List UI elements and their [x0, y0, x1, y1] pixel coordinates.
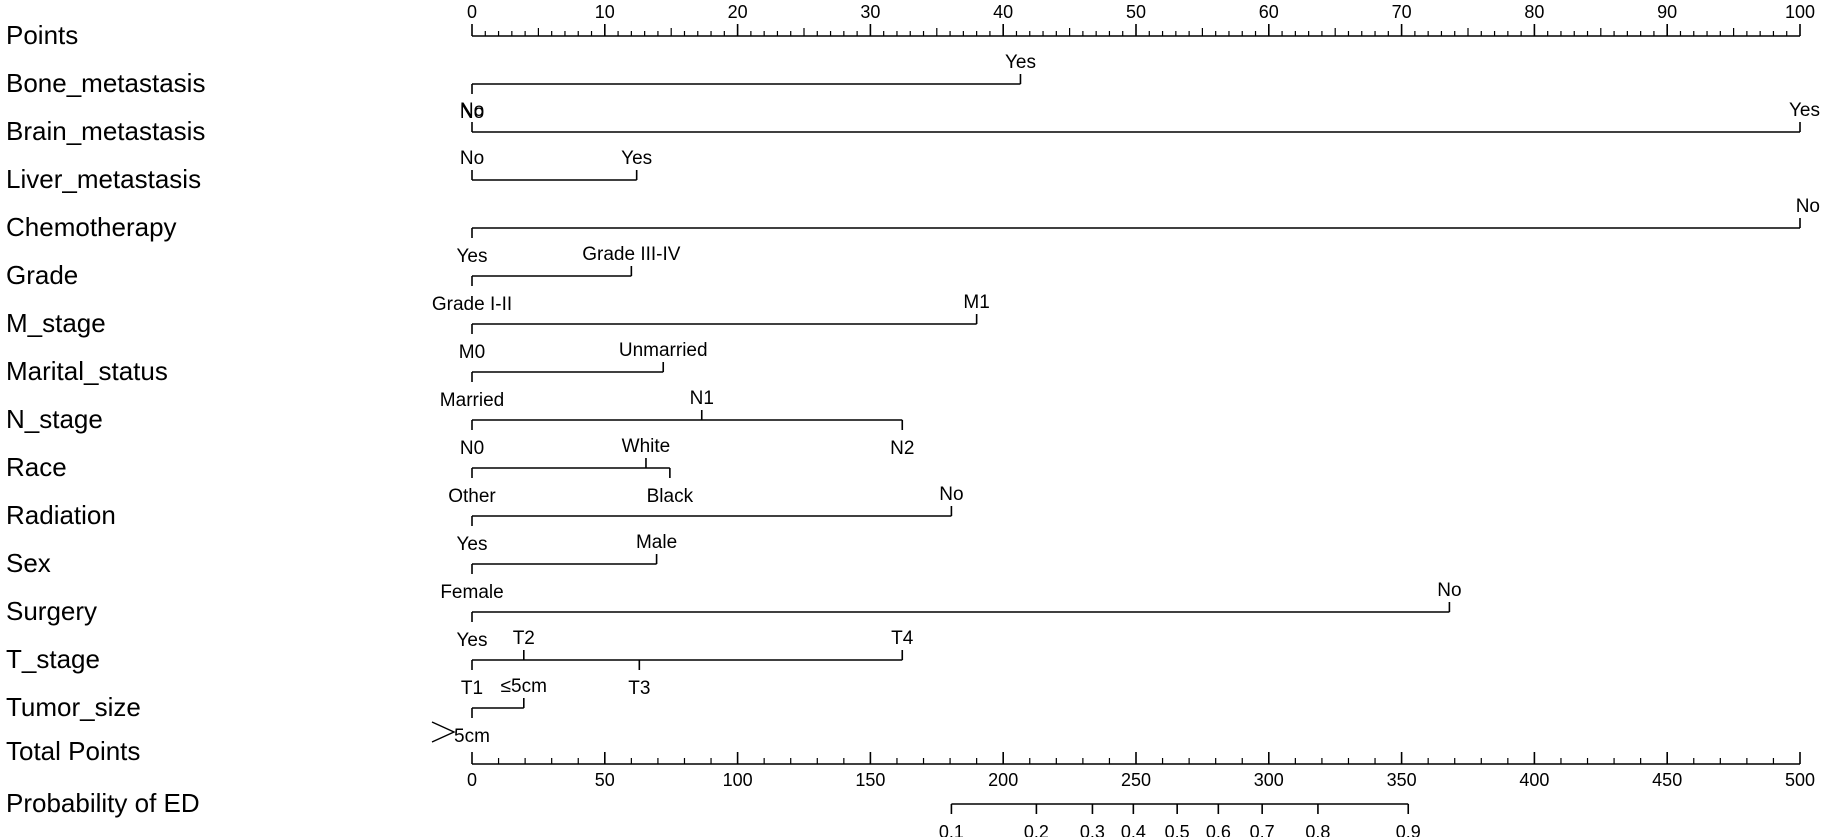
level-label: No: [460, 148, 484, 169]
level-label: Yes: [457, 246, 488, 267]
level-label: Yes: [457, 534, 488, 555]
probability-tick-label: 0.4: [1121, 822, 1146, 837]
total-tick-label: 150: [855, 770, 885, 790]
level-label: Black: [647, 486, 694, 507]
points-tick-label: 60: [1259, 2, 1279, 22]
probability-tick-label: 0.9: [1396, 822, 1421, 837]
level-label: T3: [628, 678, 650, 699]
level-label: No: [460, 100, 484, 121]
total-points-axis-label: Total Points: [6, 736, 140, 766]
probability-tick-label: 0.7: [1250, 822, 1275, 837]
variable-label: Sex: [6, 548, 51, 578]
points-tick-label: 50: [1126, 2, 1146, 22]
total-tick-label: 0: [467, 770, 477, 790]
level-label: ≤5cm: [501, 676, 547, 697]
level-label: No: [460, 102, 484, 123]
level-label: Yes: [621, 148, 652, 169]
level-label: 5cm: [454, 726, 490, 747]
points-tick-label: 30: [860, 2, 880, 22]
points-tick-label: 0: [467, 2, 477, 22]
variable-label: M_stage: [6, 308, 106, 338]
level-label: Other: [448, 486, 496, 507]
level-label: No: [939, 484, 963, 505]
level-label: Yes: [1005, 52, 1036, 73]
level-label: T1: [461, 678, 483, 699]
points-tick-label: 40: [993, 2, 1013, 22]
level-label: No: [1796, 196, 1820, 217]
total-tick-label: 450: [1652, 770, 1682, 790]
total-tick-label: 350: [1387, 770, 1417, 790]
probability-tick-label: 0.5: [1165, 822, 1190, 837]
level-label: M0: [459, 342, 485, 363]
variable-label: Chemotherapy: [6, 212, 177, 242]
level-label: T2: [513, 628, 535, 649]
level-label: Female: [440, 582, 503, 603]
variable-label: Grade: [6, 260, 78, 290]
probability-tick-label: 0.3: [1080, 822, 1105, 837]
variable-label: T_stage: [6, 644, 100, 674]
points-tick-label: 100: [1785, 2, 1815, 22]
points-tick-label: 80: [1524, 2, 1544, 22]
level-label: White: [622, 436, 671, 457]
level-label: Yes: [457, 630, 488, 651]
level-label: Male: [636, 532, 677, 553]
variable-label: Bone_metastasis: [6, 68, 205, 98]
variable-label: Brain_metastasis: [6, 116, 205, 146]
total-tick-label: 100: [723, 770, 753, 790]
points-tick-label: 10: [595, 2, 615, 22]
total-tick-label: 50: [595, 770, 615, 790]
level-label: N1: [690, 388, 714, 409]
total-tick-label: 300: [1254, 770, 1284, 790]
variable-label: Surgery: [6, 596, 97, 626]
probability-tick-label: 0.2: [1024, 822, 1049, 837]
total-tick-label: 250: [1121, 770, 1151, 790]
total-tick-label: 500: [1785, 770, 1815, 790]
level-label: Married: [440, 390, 504, 411]
points-axis-label: Points: [6, 20, 78, 50]
variable-label: Liver_metastasis: [6, 164, 201, 194]
total-tick-label: 400: [1519, 770, 1549, 790]
probability-tick-label: 0.6: [1206, 822, 1231, 837]
probability-tick-label: 0.8: [1305, 822, 1330, 837]
probability-axis-label: Probability of ED: [6, 788, 200, 818]
level-label: Yes: [1789, 100, 1820, 121]
level-label: T4: [891, 628, 914, 649]
level-label: M1: [963, 292, 989, 313]
variable-label: N_stage: [6, 404, 103, 434]
level-label: No: [1437, 580, 1461, 601]
points-tick-label: 70: [1392, 2, 1412, 22]
points-tick-label: 20: [728, 2, 748, 22]
greater-than-glyph: [431, 721, 456, 743]
variable-label: Radiation: [6, 500, 116, 530]
points-tick-label: 90: [1657, 2, 1677, 22]
level-label: Grade III-IV: [582, 244, 681, 265]
total-tick-label: 200: [988, 770, 1018, 790]
probability-tick-label: 0.1: [939, 822, 964, 837]
level-label: N0: [460, 438, 484, 459]
level-label: Grade I-II: [432, 294, 512, 315]
variable-label: Marital_status: [6, 356, 168, 386]
variable-label: Tumor_size: [6, 692, 141, 722]
level-label: Unmarried: [619, 340, 708, 361]
level-label: N2: [890, 438, 914, 459]
variable-label: Race: [6, 452, 67, 482]
